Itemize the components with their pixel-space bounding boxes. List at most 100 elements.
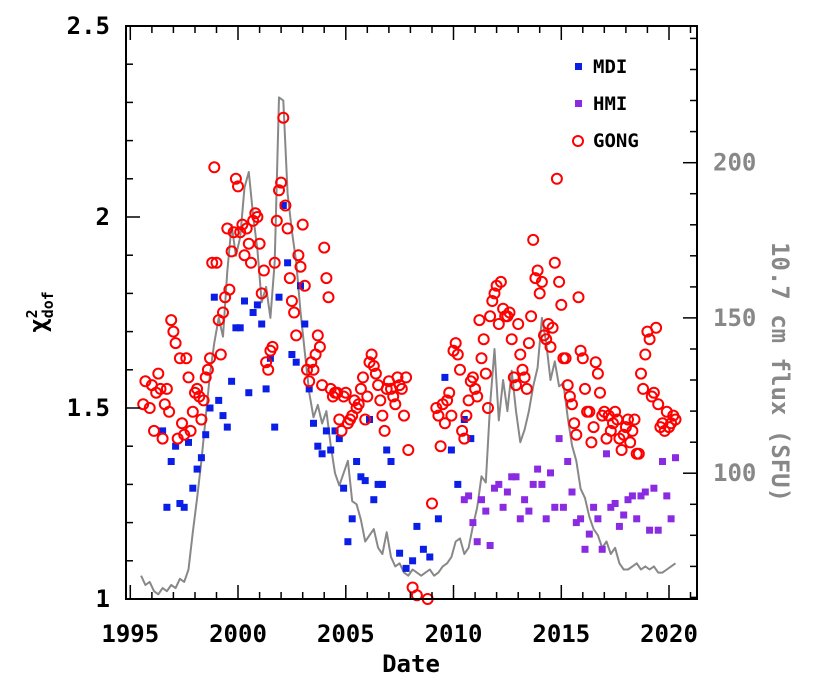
hmi-point	[611, 500, 619, 507]
hmi-point	[594, 515, 602, 523]
gong-point	[378, 424, 391, 437]
hmi-point	[465, 492, 473, 500]
gong-point	[311, 329, 324, 342]
hmi-point	[659, 458, 666, 465]
mdi-point	[322, 427, 330, 435]
hmi-point	[641, 488, 649, 496]
mdi-point	[197, 454, 205, 462]
gong-point	[469, 382, 482, 395]
gong-point	[288, 306, 301, 319]
gong-point	[548, 256, 561, 269]
hmi-point	[607, 503, 615, 511]
mdi-point	[292, 358, 300, 366]
mdi-point	[219, 412, 227, 420]
gong-point	[320, 272, 333, 285]
mdi-point	[314, 442, 322, 450]
hmi-point	[482, 507, 490, 515]
legend-mdi-label: MDI	[593, 56, 627, 78]
gong-point	[531, 264, 544, 277]
mdi-point	[163, 503, 171, 511]
hmi-point	[577, 515, 585, 523]
mdi-point	[413, 522, 421, 530]
gong-point	[154, 382, 167, 395]
mdi-point	[387, 458, 395, 465]
mdi-point	[180, 503, 188, 511]
gong-point	[257, 264, 270, 277]
gong-point	[296, 218, 309, 231]
mdi-point	[383, 446, 391, 454]
gong-point	[525, 310, 538, 323]
x-tick-label: 2010	[425, 620, 483, 648]
hmi-point	[516, 515, 524, 523]
gong-point	[533, 287, 546, 300]
gong-point	[374, 394, 387, 407]
gong-point	[339, 386, 352, 399]
gong-point	[518, 371, 531, 384]
gong-point	[273, 184, 285, 197]
gong-point	[402, 444, 415, 456]
mdi-point	[159, 427, 167, 435]
gong-point	[292, 249, 305, 262]
gong-point	[210, 256, 223, 269]
hmi-point	[603, 450, 610, 458]
legend-gong-marker	[572, 135, 584, 147]
mdi-point	[185, 438, 192, 446]
gong-point	[572, 291, 585, 304]
mdi-point	[374, 480, 382, 488]
gong-point	[535, 275, 548, 288]
gong-point	[466, 371, 479, 384]
hmi-point	[499, 503, 507, 511]
gong-point	[169, 337, 182, 350]
gong-point	[204, 352, 216, 365]
gong-point	[458, 432, 471, 445]
y-tick-label: 2	[96, 203, 110, 231]
gong-point	[486, 295, 499, 307]
gong-point	[550, 172, 563, 185]
gong-point	[628, 413, 641, 426]
gong-point	[553, 275, 566, 288]
gong-point	[318, 241, 331, 254]
gong-point	[156, 432, 169, 445]
gong-point	[270, 214, 283, 227]
gong-point	[527, 233, 540, 246]
gong-point	[389, 398, 402, 411]
hmi-point	[534, 465, 542, 473]
hmi-point	[559, 503, 567, 511]
gong-point	[221, 222, 234, 235]
mdi-point	[361, 477, 369, 485]
gong-point	[387, 390, 400, 403]
gong-point	[626, 424, 639, 437]
gong-point	[583, 405, 596, 418]
gong-point	[544, 340, 557, 353]
gong-point	[176, 417, 188, 430]
tick-labels-layer: 1995 2000 2005 2010 2015 2020 1 1.5 2 2.5 100 150 20…	[67, 12, 757, 648]
y2-tick-label: 100	[713, 459, 756, 487]
gong-point	[443, 386, 456, 399]
mdi-point	[402, 564, 410, 572]
gong-point	[576, 352, 589, 365]
gong-point	[139, 375, 152, 388]
gong-point	[637, 382, 650, 395]
y2-tick-label: 150	[713, 304, 756, 332]
gong-point	[647, 386, 660, 399]
gong-point	[260, 356, 273, 369]
gong-point	[281, 222, 294, 235]
gong-point	[555, 298, 568, 311]
gong-point	[285, 295, 298, 307]
hmi-point	[598, 545, 606, 553]
mdi-point	[357, 473, 365, 481]
hmi-point	[672, 454, 679, 462]
gong-point	[426, 497, 438, 510]
gong-point	[303, 375, 316, 388]
gong-point	[652, 398, 665, 411]
mdi-point	[426, 553, 434, 561]
x-tick-label: 2005	[317, 620, 375, 648]
legend-hmi-marker	[575, 100, 582, 107]
gong-point	[432, 409, 445, 422]
gong-point	[352, 398, 365, 411]
y-tick-label: 1	[96, 585, 110, 613]
mdi-point	[167, 458, 175, 465]
gong-point	[214, 348, 227, 361]
hmi-point	[478, 496, 485, 504]
gong-point	[167, 325, 180, 338]
